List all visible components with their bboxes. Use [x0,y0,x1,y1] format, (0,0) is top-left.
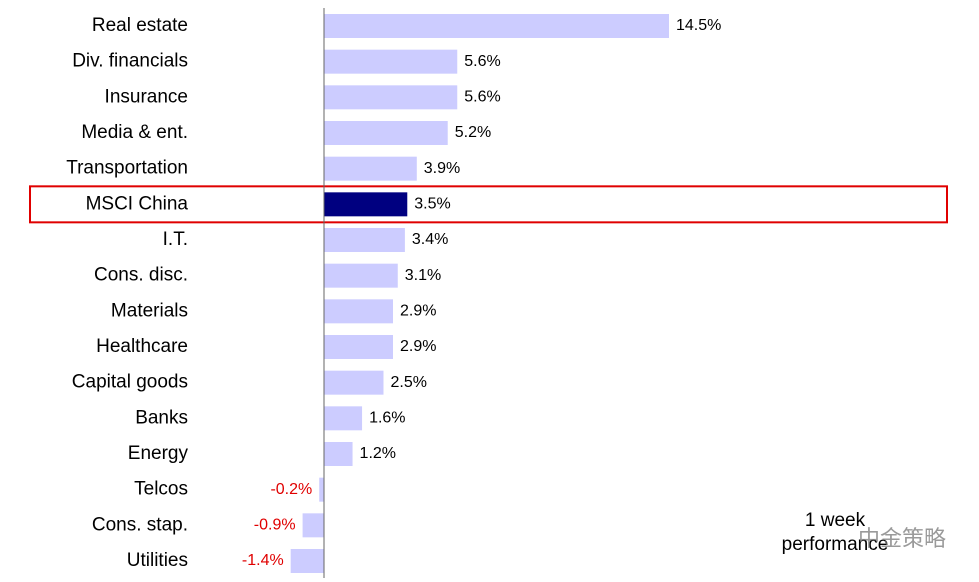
value-label: 14.5% [676,17,721,34]
bar [324,228,405,252]
bar [324,406,363,431]
value-label: 2.9% [400,303,436,320]
value-label: 5.2% [455,124,491,141]
value-label: 5.6% [464,89,500,106]
category-label: Materials [111,300,188,321]
bar [302,513,324,538]
annotation: 1 week [805,510,866,531]
category-label: Insurance [105,86,188,107]
bar [324,370,384,395]
bar [324,442,353,466]
category-label: Healthcare [96,336,188,357]
value-label: 3.9% [424,160,460,177]
category-label: Capital goods [72,372,188,393]
category-label: Utilities [127,550,188,571]
value-label: 1.6% [369,410,405,427]
bar [324,156,417,181]
value-label: 3.4% [412,231,448,248]
bar [324,121,448,145]
bar [324,299,393,324]
category-label: Transportation [66,158,188,179]
highlight-box [29,185,948,224]
value-label: 5.6% [464,53,500,70]
annotation: performance [782,534,889,555]
category-label: Telcos [134,479,188,500]
category-label: Div. financials [72,51,188,72]
value-label: 3.1% [405,267,441,284]
category-label: Media & ent. [81,122,188,143]
category-label: MSCI China [86,193,189,214]
category-label: Cons. disc. [94,265,188,286]
bar [324,85,458,110]
bar [324,14,669,38]
bar [319,477,324,502]
category-label: I.T. [163,229,188,250]
value-label: 2.9% [400,338,436,355]
watermark: 中金策略 [858,526,946,551]
value-label: 3.5% [414,196,450,213]
value-label: 2.5% [390,374,426,391]
value-label: -0.2% [270,481,312,498]
value-label: -1.4% [242,552,284,569]
category-label: Real estate [92,15,188,36]
bar [324,192,408,217]
category-label: Cons. stap. [92,514,188,535]
value-label: -0.9% [254,517,296,534]
bar [324,263,398,288]
bar [290,549,324,573]
category-label: Banks [135,407,188,428]
bar [324,49,458,74]
category-label: Energy [128,443,189,464]
value-label: 1.2% [360,445,396,462]
bar [324,335,393,359]
